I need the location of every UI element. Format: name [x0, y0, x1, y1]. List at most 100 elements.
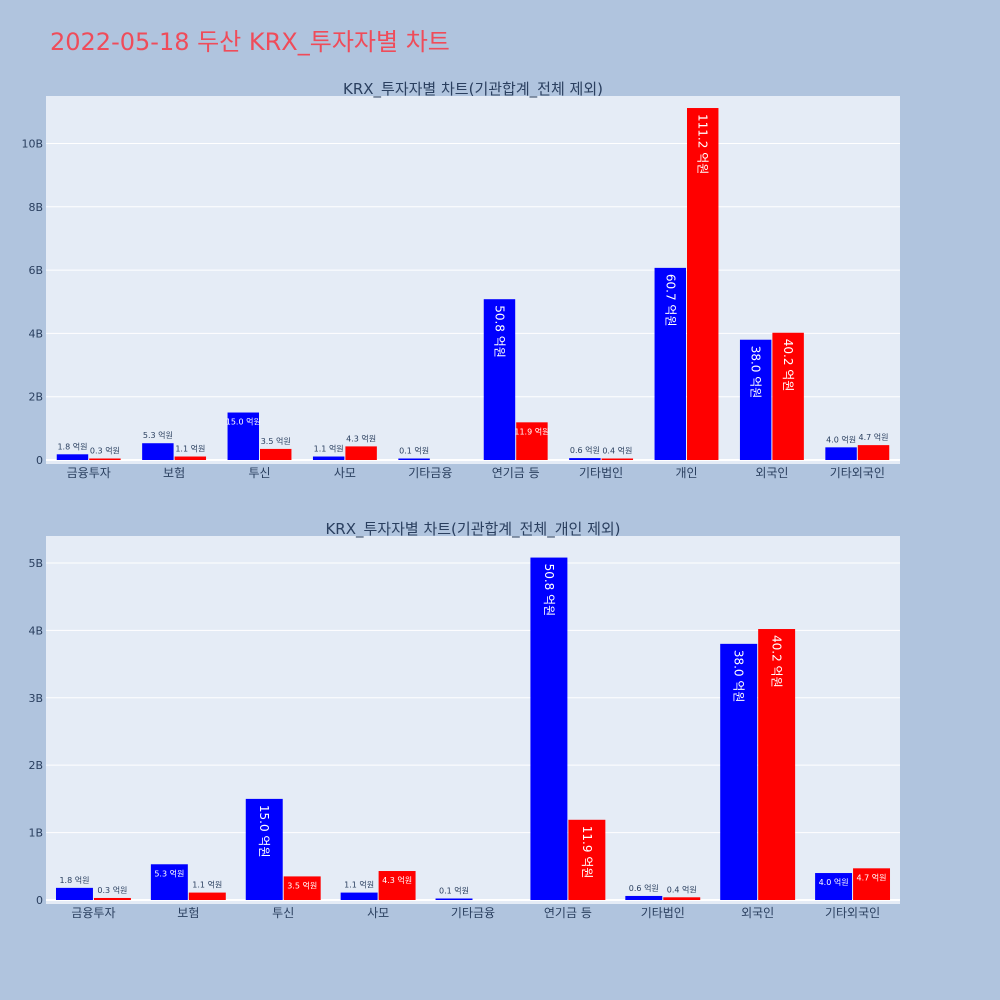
data-label: 111.2 억원: [696, 114, 710, 174]
bar: [227, 412, 259, 460]
data-label: 0.3 억원: [90, 446, 120, 456]
data-label: 4.7 억원: [859, 432, 889, 442]
bar: [720, 643, 758, 900]
y-tick-label: 0: [36, 454, 43, 467]
chart-1: KRX_투자자별 차트(기관합계_전체 제외) 0 2B 4B 6B 8B 10B 금융투자 1…: [21, 80, 900, 480]
data-label: 0.1 억원: [439, 886, 469, 896]
plot-area: [46, 96, 900, 464]
plot-area: [46, 536, 900, 904]
x-tick-label: 기타법인: [579, 466, 623, 480]
data-label: 38.0 억원: [749, 346, 763, 399]
data-label: 3.5 억원: [261, 436, 291, 446]
bar: [568, 819, 606, 900]
chart-2: KRX_투자자별 차트(기관합계_전체_개인 제외) 0 1B 2B 3B 4B 5B 금융투…: [28, 520, 900, 920]
bar: [687, 108, 719, 460]
x-tick-label: 금융투자: [71, 906, 115, 920]
x-tick-label: 기타외국인: [830, 466, 885, 480]
bar: [825, 447, 857, 460]
x-tick-label: 기타법인: [641, 906, 685, 920]
data-label: 0.6 억원: [629, 883, 659, 893]
page-title: 2022-05-18 두산 KRX_투자자별 차트: [50, 28, 450, 56]
x-tick-label: 연기금 등: [492, 466, 540, 480]
bar: [260, 448, 292, 460]
data-label: 11.9 억원: [514, 426, 549, 436]
bar: [654, 267, 686, 460]
data-label: 1.8 억원: [59, 875, 89, 885]
data-label: 4.0 억원: [819, 877, 849, 887]
data-label: 5.3 억원: [143, 430, 173, 440]
data-label: 1.1 억원: [175, 444, 205, 454]
bar: [345, 446, 377, 460]
x-tick-label: 연기금 등: [544, 906, 592, 920]
x-tick-label: 사모: [334, 466, 356, 480]
bar: [340, 892, 378, 900]
x-tick-label: 기타외국인: [825, 906, 880, 920]
x-tick-label: 기타금융: [408, 466, 452, 480]
bar: [398, 458, 430, 460]
bar: [739, 339, 772, 460]
bar: [516, 422, 548, 460]
bar: [483, 299, 516, 460]
data-label: 1.1 억원: [344, 880, 374, 890]
x-tick-label: 사모: [367, 906, 389, 920]
y-tick-label: 6B: [28, 264, 43, 277]
data-label: 0.6 억원: [570, 445, 600, 455]
y-tick-label: 3B: [28, 692, 43, 705]
data-label: 0.4 억원: [602, 446, 632, 456]
data-label: 4.3 억원: [382, 875, 412, 885]
data-label: 0.4 억원: [667, 884, 697, 894]
bar: [530, 557, 568, 900]
data-label: 3.5 억원: [287, 880, 317, 890]
x-tick-label: 기타금융: [451, 906, 495, 920]
x-tick-label: 투신: [272, 906, 294, 920]
data-label: 40.2 억원: [770, 635, 784, 688]
data-label: 4.3 억원: [346, 433, 376, 443]
chart-title: KRX_투자자별 차트(기관합계_전체_개인 제외): [325, 520, 620, 539]
bar: [174, 456, 207, 460]
bar: [56, 454, 89, 460]
bar: [93, 897, 131, 900]
x-tick-label: 보험: [163, 466, 185, 480]
x-tick-label: 투신: [248, 466, 270, 480]
bar: [283, 876, 321, 900]
x-tick-label: 개인: [675, 466, 697, 480]
bar: [378, 871, 416, 900]
bar: [663, 897, 701, 900]
data-label: 60.7 억원: [663, 274, 677, 327]
y-tick-label: 4B: [28, 624, 43, 637]
y-tick-label: 1B: [28, 827, 43, 840]
data-label: 40.2 억원: [781, 339, 795, 392]
data-label: 1.8 억원: [57, 441, 87, 451]
data-label: 15.0 억원: [257, 805, 271, 858]
bar: [601, 458, 634, 460]
x-tick-label: 외국인: [755, 466, 788, 480]
data-label: 38.0 억원: [732, 650, 746, 703]
bar: [758, 629, 796, 900]
data-label: 11.9 억원: [580, 826, 594, 879]
x-tick-label: 외국인: [741, 906, 774, 920]
data-label: 4.0 억원: [826, 434, 856, 444]
y-tick-label: 2B: [28, 759, 43, 772]
y-tick-label: 0: [36, 894, 43, 907]
bar: [435, 898, 473, 900]
y-tick-label: 8B: [28, 201, 43, 214]
data-label: 0.3 억원: [97, 885, 127, 895]
bar: [857, 445, 890, 460]
bar: [772, 332, 804, 460]
bar: [142, 443, 174, 460]
y-tick-label: 4B: [28, 327, 43, 340]
bar: [569, 458, 601, 460]
x-tick-label: 금융투자: [67, 466, 111, 480]
data-label: 50.8 억원: [492, 305, 506, 358]
data-label: 4.7 억원: [857, 872, 887, 882]
data-label: 0.1 억원: [399, 446, 429, 456]
bar: [89, 458, 121, 460]
y-tick-label: 2B: [28, 391, 43, 404]
data-label: 1.1 억원: [314, 444, 344, 454]
data-label: 1.1 억원: [192, 880, 222, 890]
x-tick-label: 보험: [177, 906, 199, 920]
bar: [55, 887, 93, 900]
data-label: 50.8 억원: [542, 564, 556, 617]
chart-title: KRX_투자자별 차트(기관합계_전체 제외): [343, 80, 603, 99]
